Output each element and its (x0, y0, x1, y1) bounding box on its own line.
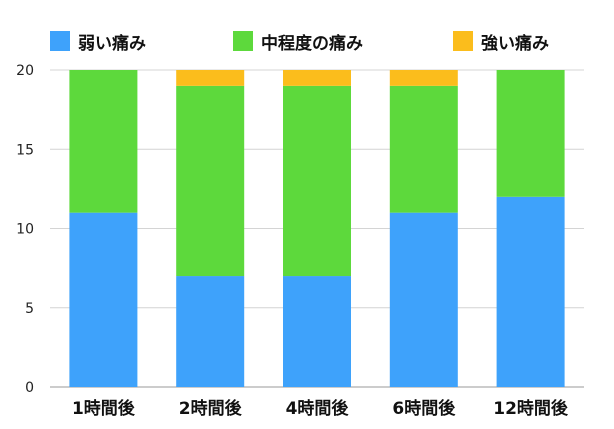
bar-segment-1-4 (389, 212, 458, 387)
y-tick-label: 20 (16, 63, 34, 79)
legend-item-severe: 強い痛み (453, 28, 549, 54)
legend-item-mild: 弱い痛み (50, 28, 146, 54)
x-tick-label: 1時間後 (72, 398, 136, 419)
bar-segment-3-2 (176, 70, 245, 86)
y-axis-ticks: 0 5 10 15 20 (16, 63, 34, 396)
legend-label-moderate: 中程度の痛み (261, 33, 363, 54)
bar-segment-3-4 (389, 70, 458, 86)
x-tick-label: 2時間後 (179, 398, 243, 419)
bar-segment-2-4 (389, 85, 458, 213)
y-tick-label: 15 (16, 142, 34, 158)
x-axis-ticks: 1時間後 2時間後 4時間後 6時間後 12時間後 (72, 398, 569, 419)
legend-item-moderate: 中程度の痛み (233, 28, 363, 54)
bar-segment-2-5 (496, 70, 565, 197)
bar-segment-3-3 (283, 70, 351, 86)
bar-segment-2-2 (176, 85, 245, 277)
legend-swatch-severe (453, 31, 473, 51)
y-tick-label: 5 (25, 301, 34, 317)
bar-segment-1-5 (496, 196, 565, 387)
x-tick-label: 6時間後 (392, 398, 456, 419)
x-tick-label: 12時間後 (493, 398, 569, 419)
legend-swatch-mild (50, 31, 70, 51)
legend-swatch-moderate (233, 31, 253, 51)
bar-segment-1-3 (283, 276, 351, 387)
bar-segment-1-2 (176, 276, 245, 387)
legend: 弱い痛み 中程度の痛み 強い痛み (0, 28, 614, 54)
y-tick-label: 0 (25, 380, 34, 396)
bar-segment-1-1 (69, 212, 138, 387)
x-tick-label: 4時間後 (286, 398, 350, 419)
bar-group (69, 70, 565, 387)
legend-label-severe: 強い痛み (481, 33, 549, 54)
y-tick-label: 10 (16, 222, 34, 238)
bar-segment-2-1 (69, 70, 138, 213)
legend-label-mild: 弱い痛み (78, 33, 146, 54)
bar-segment-2-3 (283, 85, 351, 277)
